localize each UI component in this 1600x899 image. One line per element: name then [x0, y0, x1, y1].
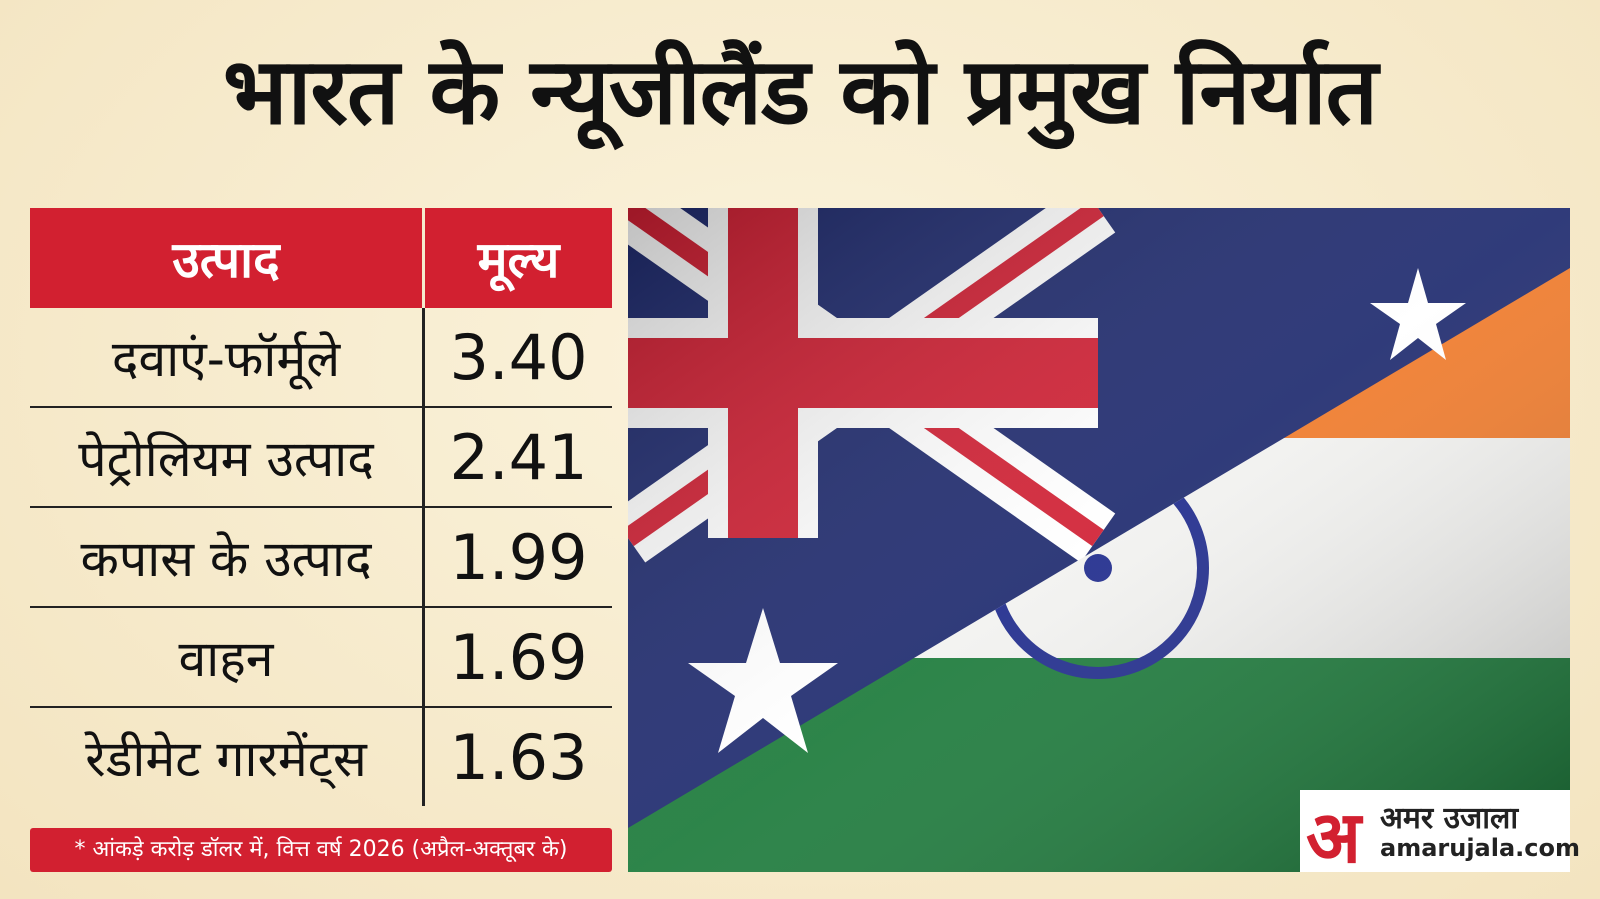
flag-image: [628, 208, 1570, 872]
logo-url: amarujala.com: [1380, 834, 1581, 862]
value-cell: 1.99: [423, 507, 612, 608]
title: भारत के न्यूजीलैंड को प्रमुख निर्यात: [222, 38, 1378, 145]
table-row: वाहन 1.69: [30, 607, 612, 708]
exports-table: उत्पाद मूल्य दवाएं-फॉर्मूले 3.40 पेट्रोलिय…: [30, 208, 612, 806]
table-row: रेडीमेट गारमेंट्स 1.63: [30, 707, 612, 806]
header-cell: उत्पाद: [30, 208, 425, 308]
value-cell: 2.41: [423, 407, 612, 508]
product-cell: वाहन: [30, 607, 425, 708]
product-cell: रेडीमेट गारमेंट्स: [30, 707, 425, 806]
fabric-shade: [628, 208, 1570, 872]
value-cell: 1.69: [423, 607, 612, 708]
logo-name: अमर उजाला: [1380, 801, 1519, 836]
product-cell: दवाएं-फॉर्मूले: [30, 308, 425, 408]
product-cell: कपास के उत्पाद: [30, 507, 425, 608]
table-row: दवाएं-फॉर्मूले 3.40: [30, 308, 612, 408]
header-cell: मूल्य: [423, 208, 612, 308]
table-row: कपास के उत्पाद 1.99: [30, 507, 612, 608]
table-row: पेट्रोलियम उत्पाद 2.41: [30, 407, 612, 508]
footnote: * आंकड़े करोड़ डॉलर में, वित्त वर्ष 2026…: [30, 828, 612, 872]
logo: अ अमर उजाला amarujala.com: [1300, 790, 1580, 879]
table-body: दवाएं-फॉर्मूले 3.40 पेट्रोलियम उत्पाद 2.41 क…: [30, 308, 612, 806]
table-header: उत्पाद मूल्य: [30, 208, 612, 308]
logo-mark: अ: [1306, 795, 1362, 879]
value-cell: 3.40: [423, 308, 612, 408]
value-cell: 1.63: [449, 720, 588, 794]
product-cell: पेट्रोलियम उत्पाद: [30, 407, 425, 508]
